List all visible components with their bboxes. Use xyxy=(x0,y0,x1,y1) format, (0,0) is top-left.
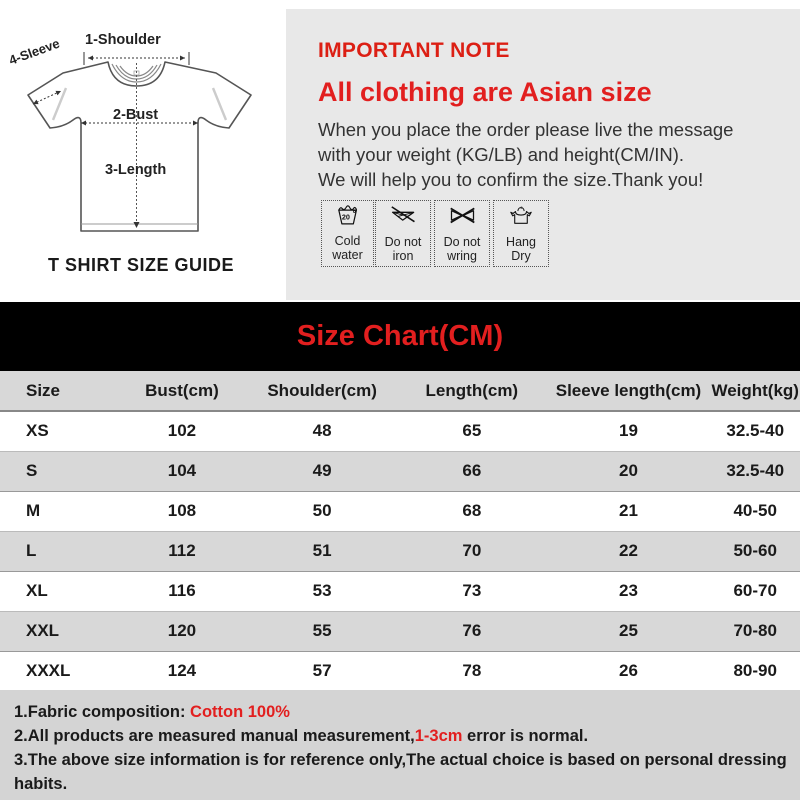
svg-text:4-Sleeve: 4-Sleeve xyxy=(7,36,62,68)
svg-text:2-Bust: 2-Bust xyxy=(113,107,158,123)
svg-text:20: 20 xyxy=(341,213,349,222)
svg-text:3-Length: 3-Length xyxy=(105,162,166,178)
svg-text:2: 2 xyxy=(520,206,522,210)
svg-text:1-Shoulder: 1-Shoulder xyxy=(85,32,161,48)
